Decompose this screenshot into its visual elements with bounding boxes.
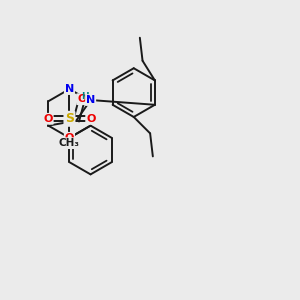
Text: CH₃: CH₃ [59, 138, 80, 148]
Text: N: N [65, 84, 74, 94]
Text: N: N [86, 95, 95, 105]
Text: O: O [77, 94, 87, 104]
Text: O: O [44, 114, 53, 124]
Text: S: S [65, 112, 74, 125]
Text: O: O [86, 114, 95, 124]
Text: O: O [65, 133, 74, 143]
Text: H: H [82, 92, 89, 101]
